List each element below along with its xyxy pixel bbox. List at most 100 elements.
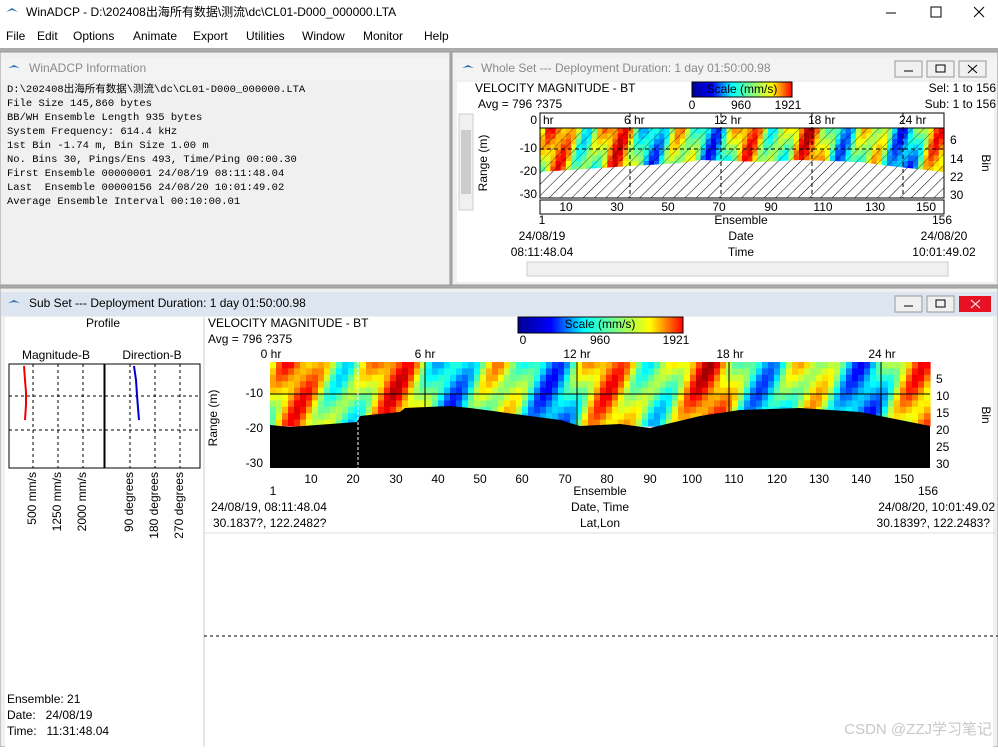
heatmap-cell bbox=[684, 381, 691, 389]
heatmap-cell bbox=[888, 374, 895, 382]
heatmap-cell bbox=[546, 413, 553, 421]
heatmap-cell bbox=[300, 406, 307, 414]
heatmap-cell bbox=[540, 387, 547, 395]
heatmap-cell bbox=[798, 381, 805, 389]
close[interactable] bbox=[973, 6, 985, 18]
heatmap-cell bbox=[324, 374, 331, 382]
heatmap-cell bbox=[780, 394, 787, 401]
heatmap-cell bbox=[450, 362, 457, 369]
heatmap-cell bbox=[858, 400, 865, 408]
ensemble-axis bbox=[539, 199, 945, 215]
heatmap-cell bbox=[888, 362, 895, 369]
heatmap-cell bbox=[768, 368, 775, 376]
heatmap-cell bbox=[642, 400, 649, 408]
heatmap-cell bbox=[762, 387, 769, 395]
heatmap-cell bbox=[462, 374, 469, 382]
heatmap-cell bbox=[618, 413, 625, 421]
heatmap-cell bbox=[636, 419, 643, 427]
heatmap-cell bbox=[732, 406, 739, 414]
heatmap-cell bbox=[390, 394, 397, 401]
restore[interactable] bbox=[926, 60, 955, 78]
heatmap-cell bbox=[600, 406, 607, 414]
heatmap-cell bbox=[672, 381, 679, 389]
heatmap-cell bbox=[690, 387, 697, 395]
menu-item[interactable]: Animate bbox=[133, 29, 177, 43]
label: Ensemble bbox=[573, 484, 627, 498]
restore[interactable] bbox=[926, 295, 955, 313]
heatmap-cell bbox=[678, 374, 685, 382]
heatmap-cell bbox=[732, 368, 739, 376]
heatmap-cell bbox=[846, 400, 853, 408]
heatmap-cell bbox=[894, 381, 901, 389]
label: 140 bbox=[851, 472, 871, 486]
menu-item[interactable]: Monitor bbox=[363, 29, 403, 43]
menu-item[interactable]: Utilities bbox=[246, 29, 285, 43]
heatmap-cell bbox=[546, 368, 553, 376]
heatmap-cell bbox=[498, 381, 505, 389]
scroll-thumb[interactable] bbox=[461, 130, 471, 194]
heatmap-cell bbox=[876, 368, 883, 376]
heatmap-cell bbox=[276, 400, 283, 408]
heatmap-cell bbox=[582, 368, 589, 376]
heatmap-cell bbox=[408, 387, 415, 395]
label: -20 bbox=[246, 421, 264, 435]
label: 130 bbox=[865, 200, 885, 214]
heatmap-cell bbox=[492, 406, 499, 414]
heatmap-cell bbox=[402, 368, 409, 376]
label: 25 bbox=[936, 440, 950, 454]
heatmap-cell bbox=[516, 362, 523, 369]
heatmap-cell bbox=[912, 387, 919, 395]
heatmap-cell bbox=[654, 362, 661, 369]
heatmap-cell bbox=[678, 387, 685, 395]
menu-item[interactable]: Options bbox=[73, 29, 114, 43]
heatmap-cell bbox=[384, 374, 391, 382]
menu-item[interactable]: Edit bbox=[37, 29, 58, 43]
heatmap-cell bbox=[636, 413, 643, 421]
heatmap-cell bbox=[456, 387, 463, 395]
heatmap-cell bbox=[588, 374, 595, 382]
heatmap-cell bbox=[420, 362, 427, 369]
heatmap-cell bbox=[786, 400, 793, 408]
menu-item[interactable]: Help bbox=[424, 29, 449, 43]
heatmap-cell bbox=[846, 374, 853, 382]
heatmap-cell bbox=[300, 387, 307, 395]
label: 24/08/19 bbox=[519, 229, 566, 243]
menu-item[interactable]: Window bbox=[302, 29, 345, 43]
label: -10 bbox=[520, 141, 538, 155]
heatmap-cell bbox=[888, 368, 895, 376]
heatmap-cell bbox=[852, 400, 859, 408]
label: 180 degrees bbox=[147, 472, 161, 539]
label: 10 bbox=[936, 389, 950, 403]
heatmap-cell bbox=[594, 406, 601, 414]
heatmap-cell bbox=[738, 394, 745, 401]
heatmap-cell bbox=[630, 362, 637, 369]
minimize[interactable] bbox=[894, 295, 923, 313]
heatmap-cell bbox=[918, 400, 925, 408]
heatmap-cell bbox=[294, 362, 301, 369]
heatmap-cell bbox=[480, 387, 487, 395]
heatmap-cell bbox=[846, 406, 853, 414]
heatmap-cell bbox=[546, 394, 553, 401]
heatmap-cell bbox=[900, 374, 907, 382]
heatmap-cell bbox=[312, 413, 319, 421]
menu-item[interactable]: Export bbox=[193, 29, 228, 43]
heatmap-cell bbox=[438, 400, 445, 408]
maximize[interactable] bbox=[930, 6, 942, 18]
heatmap-cell bbox=[360, 387, 367, 395]
menu-item[interactable]: File bbox=[6, 29, 26, 43]
h-scrollbar[interactable] bbox=[526, 261, 949, 277]
heatmap-cell bbox=[672, 362, 679, 369]
heatmap-cell bbox=[492, 362, 499, 369]
heatmap-cell bbox=[834, 368, 841, 376]
heatmap-cell bbox=[714, 381, 721, 389]
heatmap-cell bbox=[798, 400, 805, 408]
heatmap-cell bbox=[510, 368, 517, 376]
heatmap-cell bbox=[552, 413, 559, 421]
heatmap-cell bbox=[384, 406, 391, 414]
minimize[interactable] bbox=[894, 60, 923, 78]
heatmap-cell bbox=[396, 400, 403, 408]
label: Sel: 1 to 156 bbox=[929, 81, 997, 95]
heatmap-cell bbox=[594, 368, 601, 376]
heatmap-cell bbox=[624, 387, 631, 395]
heatmap-cell bbox=[282, 387, 289, 395]
